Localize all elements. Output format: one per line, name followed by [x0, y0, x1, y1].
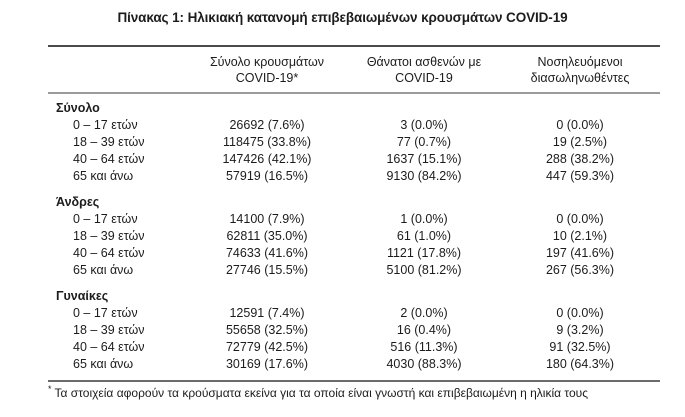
- table-row: 0 – 17 ετών 12591 (7.4%) 2 (0.0%) 0 (0.0…: [48, 305, 660, 322]
- table-row: 0 – 17 ετών 26692 (7.6%) 3 (0.0%) 0 (0.0…: [48, 117, 660, 134]
- cases-value: 26692 (7.6%): [229, 118, 305, 132]
- deaths-value: 1121 (17.8%): [386, 246, 462, 260]
- footnote-marker: *: [48, 384, 52, 394]
- deaths-value: 16 (0.4%): [396, 323, 452, 337]
- table-row: 65 και άνω 57919 (16.5%) 9130 (84.2%) 44…: [48, 168, 660, 185]
- intubated-value: 91 (32.5%): [549, 340, 611, 354]
- table-row: 40 – 64 ετών 72779 (42.5%) 516 (11.3%) 9…: [48, 339, 660, 356]
- table-row: 18 – 39 ετών 118475 (33.8%) 77 (0.7%) 19…: [48, 134, 660, 151]
- deaths-value: 2 (0.0%): [400, 306, 448, 320]
- cases-value: 12591 (7.4%): [229, 306, 305, 320]
- col-header-empty: [48, 54, 186, 86]
- cases-value: 14100 (7.9%): [229, 212, 305, 226]
- intubated-value: 10 (2.1%): [552, 229, 608, 243]
- age-label: 0 – 17 ετών: [73, 212, 138, 226]
- table-row: 65 και άνω 27746 (15.5%) 5100 (81.2%) 26…: [48, 262, 660, 279]
- covid-age-distribution-table: Σύνολο κρουσμάτων COVID-19* Θάνατοι ασθε…: [48, 45, 660, 382]
- table-row: 18 – 39 ετών 55658 (32.5%) 16 (0.4%) 9 (…: [48, 322, 660, 339]
- deaths-value: 516 (11.3%): [390, 340, 458, 354]
- col-header-total-cases: Σύνολο κρουσμάτων COVID-19*: [209, 55, 325, 85]
- table-row: 0 – 17 ετών 14100 (7.9%) 1 (0.0%) 0 (0.0…: [48, 211, 660, 228]
- cases-value: 118475 (33.8%): [222, 135, 312, 149]
- age-label: 0 – 17 ετών: [73, 306, 138, 320]
- deaths-value: 77 (0.7%): [396, 135, 452, 149]
- age-label: 18 – 39 ετών: [73, 323, 145, 337]
- age-label: 40 – 64 ετών: [73, 340, 145, 354]
- section-header-total: Σύνολο: [56, 101, 100, 115]
- deaths-value: 1637 (15.1%): [386, 152, 462, 166]
- cases-value: 30169 (17.6%): [225, 357, 308, 371]
- intubated-value: 180 (64.3%): [545, 357, 615, 371]
- table-row: 18 – 39 ετών 62811 (35.0%) 61 (1.0%) 10 …: [48, 228, 660, 245]
- cases-value: 72779 (42.5%): [225, 340, 308, 354]
- age-label: 18 – 39 ετών: [73, 229, 145, 243]
- cases-value: 55658 (32.5%): [225, 323, 308, 337]
- page-title: Πίνακας 1: Ηλικιακή κατανομή επιβεβαιωμέ…: [117, 10, 568, 25]
- deaths-value: 4030 (88.3%): [386, 357, 462, 371]
- deaths-value: 5100 (81.2%): [386, 263, 462, 277]
- col-header-deaths: Θάνατοι ασθενών με COVID-19: [366, 55, 482, 85]
- cases-value: 57919 (16.5%): [225, 169, 308, 183]
- deaths-value: 1 (0.0%): [400, 212, 448, 226]
- intubated-value: 288 (38.2%): [545, 152, 615, 166]
- cases-value: 74633 (41.6%): [225, 246, 308, 260]
- intubated-value: 9 (3.2%): [556, 323, 604, 337]
- table-header-row: Σύνολο κρουσμάτων COVID-19* Θάνατοι ασθε…: [48, 47, 660, 94]
- age-label: 40 – 64 ετών: [73, 246, 145, 260]
- deaths-value: 3 (0.0%): [400, 118, 448, 132]
- table-body: Σύνολο 0 – 17 ετών 26692 (7.6%) 3 (0.0%)…: [48, 94, 660, 382]
- cases-value: 147426 (42.1%): [222, 152, 312, 166]
- age-label: 65 και άνω: [73, 357, 134, 371]
- table-row: 40 – 64 ετών 74633 (41.6%) 1121 (17.8%) …: [48, 245, 660, 262]
- intubated-value: 447 (59.3%): [545, 169, 615, 183]
- intubated-value: 197 (41.6%): [545, 246, 615, 260]
- age-label: 65 και άνω: [73, 169, 134, 183]
- age-label: 0 – 17 ετών: [73, 118, 138, 132]
- age-label: 65 και άνω: [73, 263, 134, 277]
- age-label: 40 – 64 ετών: [73, 152, 145, 166]
- col-header-intubated: Νοσηλευόμενοι διασωληνωθέντες: [530, 55, 630, 85]
- footnote-text: Τα στοιχεία αφορούν τα κρούσματα εκείνα …: [54, 386, 588, 400]
- age-label: 18 – 39 ετών: [73, 135, 145, 149]
- cases-value: 62811 (35.0%): [226, 229, 308, 243]
- intubated-value: 267 (56.3%): [545, 263, 615, 277]
- section-header-women: Γυναίκες: [56, 289, 109, 303]
- deaths-value: 9130 (84.2%): [386, 169, 462, 183]
- table-footnote: * Τα στοιχεία αφορούν τα κρούσματα εκείνα…: [48, 384, 685, 401]
- intubated-value: 0 (0.0%): [556, 212, 604, 226]
- intubated-value: 19 (2.5%): [552, 135, 608, 149]
- cases-value: 27746 (15.5%): [225, 263, 308, 277]
- table-row: 40 – 64 ετών 147426 (42.1%) 1637 (15.1%)…: [48, 151, 660, 168]
- deaths-value: 61 (1.0%): [396, 229, 452, 243]
- intubated-value: 0 (0.0%): [556, 306, 604, 320]
- intubated-value: 0 (0.0%): [556, 118, 604, 132]
- table-row: 65 και άνω 30169 (17.6%) 4030 (88.3%) 18…: [48, 356, 660, 373]
- section-header-men: Άνδρες: [56, 195, 100, 209]
